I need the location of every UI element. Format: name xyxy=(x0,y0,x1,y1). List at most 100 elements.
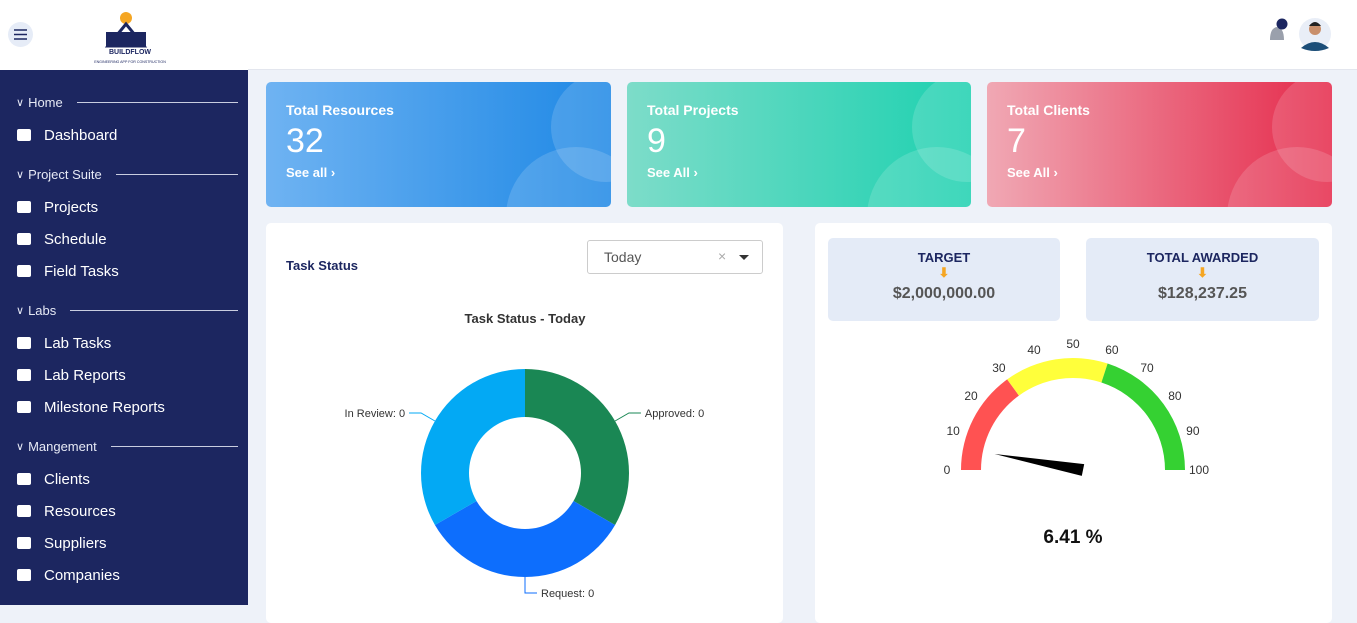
logo-title: BUILDFLOW xyxy=(109,49,151,56)
nav-item[interactable]: Lab Tasks xyxy=(0,327,248,359)
clear-icon[interactable]: × xyxy=(718,248,727,264)
segment-label: Request: 0 xyxy=(541,588,594,600)
dashboard: BUILDFLOW ENGINEERING APP FOR CONSTRUCTI… xyxy=(0,0,1357,605)
link-text: See All xyxy=(1007,165,1050,180)
arrow-icon: ⬇ xyxy=(1197,265,1208,280)
awarded-label: TOTAL AWARDED xyxy=(1146,250,1259,265)
donut-segment xyxy=(525,369,629,525)
stat-card: Total Projects 9 See All › xyxy=(627,82,971,207)
chevron: ∨ xyxy=(16,440,25,453)
card-title: Total Projects xyxy=(647,102,739,118)
donut-chart: Task Status - Today Approved: 0 Request: 0… xyxy=(345,311,705,600)
card-link[interactable]: See all › xyxy=(286,165,591,180)
section-header: ∨ Home xyxy=(0,85,248,119)
section-title: Project Suite xyxy=(28,166,102,182)
nav-item[interactable]: Schedule xyxy=(0,223,248,255)
nav-item[interactable]: Companies xyxy=(0,559,248,591)
nav-icon xyxy=(17,233,31,245)
nav-label: Dashboard xyxy=(44,126,118,144)
gauge-tick-label: 30 xyxy=(992,361,1006,375)
card-value: 9 xyxy=(647,122,666,160)
chevron: ∨ xyxy=(16,168,25,181)
leader-line xyxy=(524,577,537,594)
menu-button[interactable] xyxy=(8,22,33,47)
nav-icon xyxy=(17,537,31,549)
card-value: 32 xyxy=(286,122,324,160)
donut-segment xyxy=(421,369,525,525)
chevron: ∨ xyxy=(16,96,25,109)
menu-icon xyxy=(14,29,27,40)
nav-label: Companies xyxy=(44,566,120,584)
topbar xyxy=(248,0,1357,70)
sidebar: ∨ Home Dashboard ∨ Project Suite Projects Sche… xyxy=(0,70,248,605)
stat-card: Total Clients 7 See All › xyxy=(987,82,1332,207)
bell[interactable] xyxy=(1270,27,1284,42)
nav-label: Lab Reports xyxy=(44,366,126,384)
section-header: ∨ Project Suite xyxy=(0,157,248,191)
nav-item[interactable]: Suppliers xyxy=(0,527,248,559)
card-value: 7 xyxy=(1007,122,1026,160)
chart-title: Task Status - Today xyxy=(465,311,587,326)
nav-icon xyxy=(17,401,31,413)
nav-label: Resources xyxy=(44,502,116,520)
awarded-box: TOTAL AWARDED ⬇ $128,237.25 xyxy=(1086,238,1319,321)
nav-icon xyxy=(17,473,31,485)
gauge-tick-label: 100 xyxy=(1189,463,1209,477)
donut-segment xyxy=(434,501,616,577)
section-title: Mangement xyxy=(28,438,97,454)
awarded-amount: $128,237.25 xyxy=(1158,285,1247,302)
link-text: See all xyxy=(286,165,328,180)
gauge-chart: 0 10 20 30 40 50 60 70 80 90 100 6.41 % xyxy=(944,337,1210,548)
target-box: TARGET ⬇ $2,000,000.00 xyxy=(828,238,1060,321)
gauge-tick-label: 10 xyxy=(946,424,960,438)
target-label: TARGET xyxy=(917,250,971,265)
logo-subtitle: ENGINEERING APP FOR CONSTRUCTION xyxy=(94,60,166,64)
chevron: › xyxy=(1049,165,1058,180)
gauge-tick-label: 90 xyxy=(1186,424,1200,438)
nav-label: Projects xyxy=(44,198,99,216)
nav-item[interactable]: Dashboard xyxy=(0,119,248,151)
awards-panel: TARGET ⬇ $2,000,000.00 TOTAL AWARDED ⬇ $… xyxy=(815,223,1332,623)
gauge-band xyxy=(961,379,1019,470)
nav-icon xyxy=(17,569,31,581)
nav-icon xyxy=(17,337,31,349)
nav-label: Schedule xyxy=(44,230,107,248)
filter-value: Today xyxy=(604,249,642,265)
nav-item[interactable]: Milestone Reports xyxy=(0,391,248,423)
nav-label: Lab Tasks xyxy=(44,334,112,352)
gauge-tick-label: 80 xyxy=(1168,389,1182,403)
nav-icon xyxy=(17,265,31,277)
gauge-band xyxy=(1101,363,1185,470)
stat-card: Total Resources 32 See all › xyxy=(266,82,611,207)
nav-item[interactable]: Clients xyxy=(0,463,248,495)
nav-label: Field Tasks xyxy=(44,262,119,280)
card-link[interactable]: See All › xyxy=(1007,165,1312,180)
gauge-needle xyxy=(994,453,1085,476)
section-title: Home xyxy=(28,94,63,110)
chevron: ∨ xyxy=(16,304,25,317)
gauge-tick-label: 40 xyxy=(1027,343,1041,357)
nav-item[interactable]: Lab Reports xyxy=(0,359,248,391)
leader-line xyxy=(409,412,436,422)
gauge-tick-label: 50 xyxy=(1066,337,1080,351)
nav-item[interactable]: Field Tasks xyxy=(0,255,248,287)
gauge-tick-label: 0 xyxy=(944,463,951,477)
filter-select[interactable]: Today × xyxy=(587,240,763,274)
card-title: Total Clients xyxy=(1007,102,1090,118)
chevron: › xyxy=(689,165,698,180)
nav-label: Suppliers xyxy=(44,534,107,552)
segment-label: Approved: 0 xyxy=(645,408,704,420)
card-link[interactable]: See All › xyxy=(647,165,951,180)
nav-item[interactable]: Resources xyxy=(0,495,248,527)
nav-icon xyxy=(17,505,31,517)
gauge-value: 6.41 % xyxy=(1043,527,1102,548)
gauge-tick-label: 60 xyxy=(1105,343,1119,357)
section-title: Labs xyxy=(28,302,57,318)
nav-icon xyxy=(17,201,31,213)
section-header: ∨ Mangement xyxy=(0,429,248,463)
nav-icon xyxy=(17,129,31,141)
arrow-icon: ⬇ xyxy=(938,265,950,280)
nav-item[interactable]: Projects xyxy=(0,191,248,223)
section-header: ∨ Labs xyxy=(0,293,248,327)
target-amount: $2,000,000.00 xyxy=(892,285,996,302)
